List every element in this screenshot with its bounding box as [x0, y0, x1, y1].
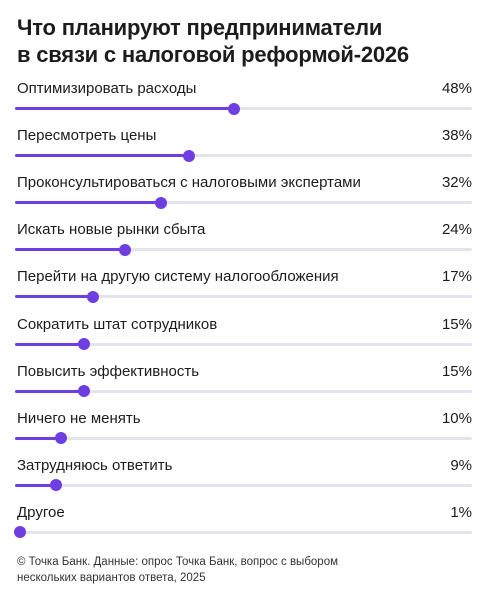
value-label: 10%	[441, 409, 472, 427]
bar-track	[15, 196, 472, 209]
chart-row: Повысить эффективность 15%	[0, 363, 493, 403]
bar-track	[15, 149, 472, 162]
category-label: Искать новые рынки сбыта	[17, 221, 206, 239]
category-label: Сократить штат сотрудников	[17, 315, 218, 333]
category-label: Оптимизировать расходы	[17, 80, 197, 97]
category-label: Другое	[17, 503, 65, 521]
value-label: 1%	[450, 503, 472, 521]
category-label: Повысить эффективность	[17, 362, 200, 380]
bar-fill	[15, 201, 162, 205]
chart-title: Что планируют предприниматели в связи с …	[17, 14, 477, 68]
chart-row: Пересмотреть цены 38%	[0, 127, 493, 167]
category-label: Перейти на другую систему налогообложени…	[17, 268, 339, 286]
bar-track	[15, 290, 472, 303]
value-label: 15%	[441, 315, 472, 333]
bar-track	[15, 243, 472, 256]
bar-fill	[15, 342, 84, 346]
bar-track	[15, 385, 472, 398]
bar-fill	[15, 295, 93, 299]
source-note: © Точка Банк. Данные: опрос Точка Банк, …	[17, 554, 377, 586]
chart-row: Искать новые рынки сбыта 24%	[0, 221, 493, 261]
bar-end-dot	[77, 385, 90, 398]
bar-track	[15, 432, 472, 445]
chart-row: Ничего не менять 10%	[0, 410, 493, 450]
chart-title-line-2: в связи с налоговой реформой-2026	[17, 42, 409, 67]
category-label: Проконсультироваться с налоговыми экспер…	[17, 174, 361, 192]
bar-end-dot	[182, 149, 195, 162]
bar-end-dot	[54, 432, 67, 445]
value-label: 9%	[450, 456, 472, 474]
bar-fill	[15, 483, 57, 487]
bar-end-dot	[118, 243, 131, 256]
bar-track	[15, 102, 472, 115]
chart-row: Оптимизировать расходы 48%	[0, 80, 493, 120]
chart-row: Затрудняюсь ответить 9%	[0, 457, 493, 497]
category-label: Затрудняюсь ответить	[17, 456, 173, 474]
chart-row: Перейти на другую систему налогообложени…	[0, 268, 493, 308]
chart-row: Сократить штат сотрудников 15%	[0, 316, 493, 356]
bar-track	[15, 479, 472, 492]
bar-fill	[15, 389, 84, 393]
bar-chart: Оптимизировать расходы 48% Пересмотреть це…	[0, 80, 493, 544]
chart-row: Проконсультироваться с налоговыми экспер…	[0, 174, 493, 214]
value-label: 17%	[441, 268, 472, 286]
bar-fill	[15, 248, 125, 252]
bar-end-dot	[155, 196, 168, 209]
value-label: 24%	[441, 221, 472, 239]
value-label: 38%	[441, 127, 472, 145]
bar-end-dot	[86, 290, 99, 303]
bar-fill	[15, 436, 61, 440]
value-label: 48%	[441, 80, 472, 97]
chart-row: Другое 1%	[0, 504, 493, 544]
bar-end-dot	[50, 479, 63, 492]
value-label: 32%	[441, 174, 472, 192]
bar-track	[13, 526, 472, 539]
bar-end-dot	[77, 338, 90, 350]
bar-fill	[15, 107, 235, 110]
chart-title-line-1: Что планируют предприниматели	[17, 15, 383, 40]
bar-track	[15, 338, 472, 350]
category-label: Пересмотреть цены	[17, 127, 157, 145]
bar-fill	[15, 154, 189, 158]
source-note-line-1: © Точка Банк. Данные: опрос Точка Банк, …	[17, 556, 339, 568]
category-label: Ничего не менять	[17, 409, 141, 427]
bar-end-dot	[13, 526, 26, 539]
bar-end-dot	[228, 102, 241, 115]
value-label: 15%	[441, 362, 472, 380]
source-note-line-2: нескольких вариантов ответа, 2025	[17, 572, 206, 584]
